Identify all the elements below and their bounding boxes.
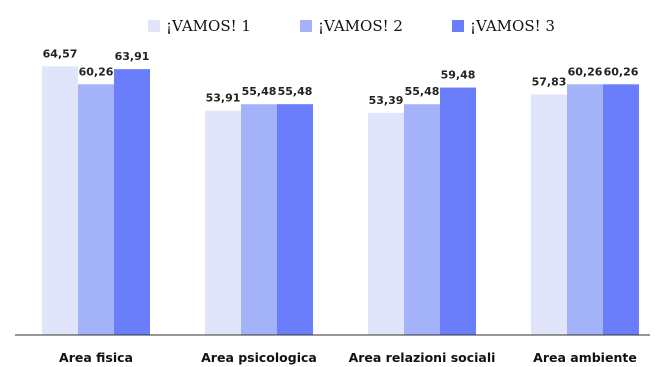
value-label-1-series-2: 60,26 <box>79 65 114 78</box>
category-label-3: Area relazioni sociali <box>349 350 496 365</box>
value-label-3-series-3: 59,48 <box>441 69 476 82</box>
category-label-2: Area psicologica <box>201 350 317 365</box>
bar-4-series-1 <box>531 94 567 335</box>
legend-label-series-2: ¡VAMOS! 2 <box>318 17 403 35</box>
bar-3-series-2 <box>404 104 440 335</box>
bar-1-series-1 <box>42 66 78 336</box>
legend: ¡VAMOS! 1 ¡VAMOS! 2 ¡VAMOS! 3 <box>148 17 555 35</box>
bar-3-series-3 <box>440 87 476 335</box>
bar-1-series-2 <box>78 84 114 336</box>
legend-label-series-3: ¡VAMOS! 3 <box>470 17 555 35</box>
value-label-4-series-3: 60,26 <box>604 65 639 78</box>
value-label-2-series-1: 53,91 <box>206 92 241 105</box>
value-label-1-series-3: 63,91 <box>115 50 150 63</box>
value-label-4-series-2: 60,26 <box>568 65 603 78</box>
bars <box>42 66 639 336</box>
bar-4-series-2 <box>567 84 603 336</box>
value-label-4-series-1: 57,83 <box>532 75 567 88</box>
legend-label-series-1: ¡VAMOS! 1 <box>166 17 251 35</box>
category-label-4: Area ambiente <box>533 350 637 365</box>
value-label-2-series-3: 55,48 <box>278 85 313 98</box>
bar-2-series-3 <box>277 104 313 335</box>
value-label-3-series-2: 55,48 <box>405 85 440 98</box>
value-label-2-series-2: 55,48 <box>242 85 277 98</box>
category-label-1: Area fisica <box>59 350 133 365</box>
bar-3-series-1 <box>368 112 404 335</box>
value-label-1-series-1: 64,57 <box>43 47 78 60</box>
bar-2-series-2 <box>241 104 277 335</box>
legend-swatch-series-3 <box>452 20 464 32</box>
category-labels: Area fisica Area psicologica Area relazion… <box>59 350 637 365</box>
value-label-3-series-1: 53,39 <box>369 94 404 107</box>
legend-swatch-series-1 <box>148 20 160 32</box>
bar-4-series-3 <box>603 84 639 336</box>
bar-1-series-3 <box>114 69 150 335</box>
bar-2-series-1 <box>205 110 241 335</box>
legend-swatch-series-2 <box>300 20 312 32</box>
